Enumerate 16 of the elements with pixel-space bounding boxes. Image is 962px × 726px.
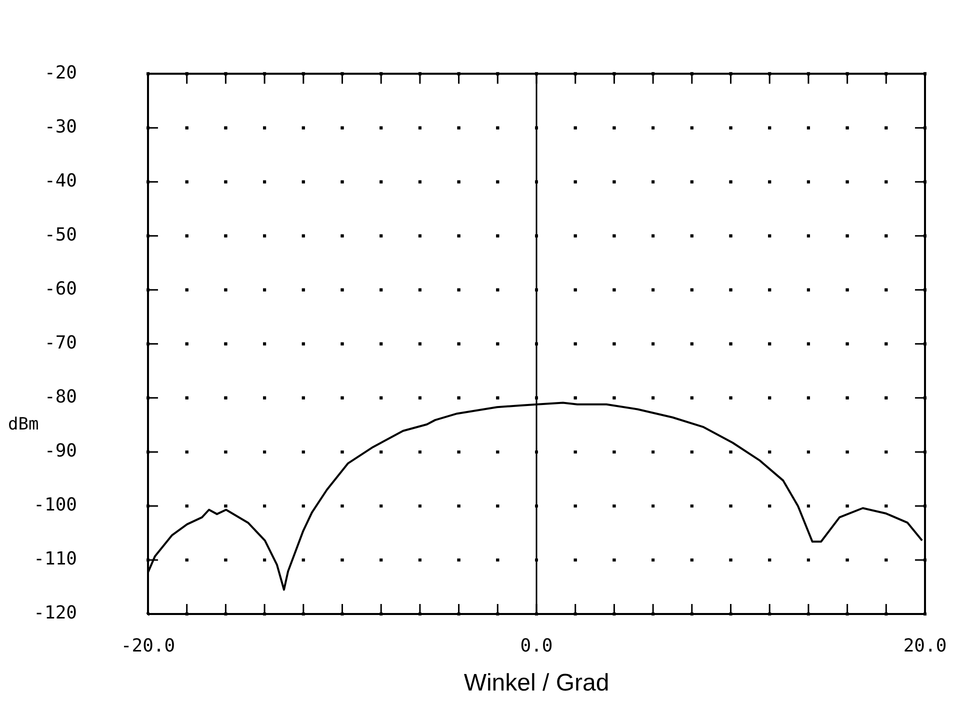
x-tick-label: 20.0: [903, 635, 947, 656]
x-axis-title: Winkel / Grad: [464, 670, 610, 697]
y-tick-label: -20: [44, 62, 77, 84]
y-tick-label: -100: [34, 494, 77, 516]
y-axis-title: dBm: [8, 414, 39, 434]
y-tick-label: -60: [44, 278, 77, 300]
y-tick-label: -120: [34, 602, 77, 624]
y-tick-label: -40: [44, 170, 77, 192]
y-tick-label: -30: [44, 116, 77, 138]
y-tick-label: -80: [44, 386, 77, 408]
x-tick-label: 0.0: [520, 635, 553, 656]
y-tick-label: -70: [44, 332, 77, 354]
y-tick-label: -90: [44, 440, 77, 462]
y-tick-label: -50: [44, 224, 77, 246]
y-tick-label: -110: [34, 548, 77, 570]
x-tick-label: -20.0: [120, 635, 176, 656]
